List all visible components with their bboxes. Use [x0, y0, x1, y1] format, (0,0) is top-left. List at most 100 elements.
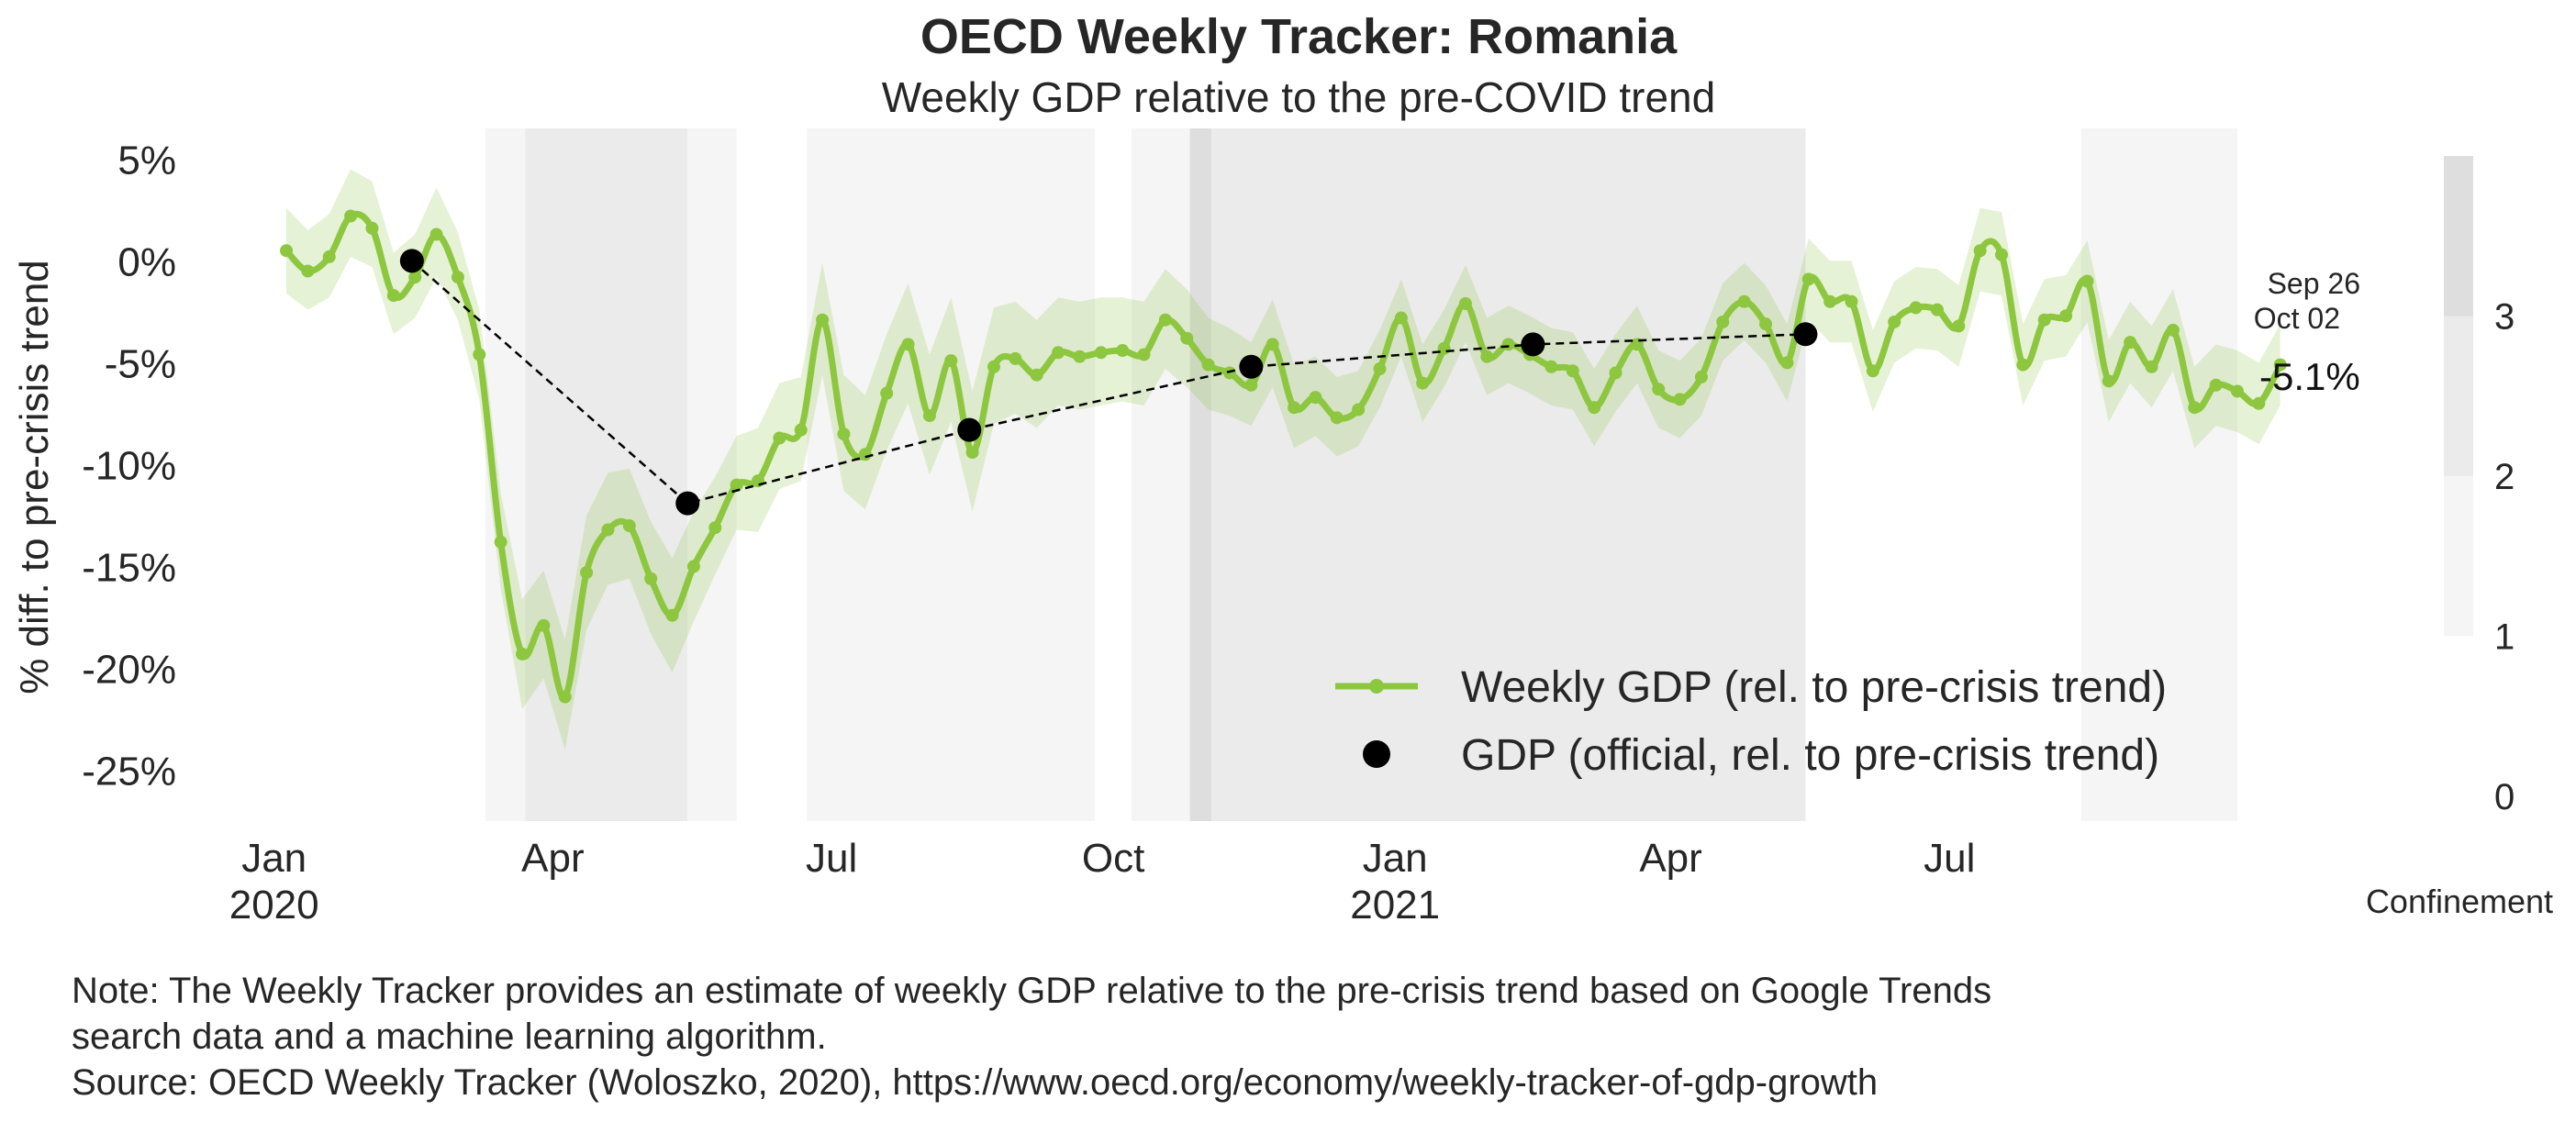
- last-date-bottom: Oct 02: [2254, 302, 2340, 335]
- weekly-gdp-point-35: [1030, 368, 1043, 382]
- x-tick-label-1: Apr: [521, 836, 584, 881]
- weekly-gdp-point-62: [1609, 366, 1623, 380]
- official-gdp-point-3: [1239, 354, 1264, 379]
- confidence-band: [286, 169, 2280, 750]
- weekly-gdp-point-47: [1288, 401, 1301, 415]
- weekly-gdp-point-88: [2166, 323, 2180, 337]
- weekly-gdp-point-38: [1094, 346, 1108, 360]
- weekly-gdp-point-49: [1330, 411, 1344, 425]
- confinement-period-6: [1210, 128, 1806, 821]
- weekly-gdp-point-75: [1888, 315, 1901, 328]
- confinement-colorbar: 0 1 2 3: [2444, 156, 2515, 817]
- weekly-gdp-point-23: [773, 431, 786, 445]
- weekly-gdp-point-65: [1673, 393, 1687, 406]
- x-tick-label-3: Oct: [1082, 836, 1144, 881]
- x-tick-label-5: Apr: [1639, 836, 1701, 881]
- weekly-gdp-point-86: [2124, 336, 2137, 350]
- x-tick-label-6: Jul: [1924, 836, 1975, 881]
- weekly-gdp-point-92: [2252, 396, 2266, 410]
- weekly-gdp-point-6: [408, 271, 422, 284]
- weekly-gdp-point-66: [1694, 370, 1708, 383]
- legend-official-marker: [1363, 740, 1390, 768]
- weekly-gdp-point-52: [1394, 311, 1408, 325]
- legend-weekly-marker: [1369, 679, 1384, 694]
- weekly-gdp-point-16: [622, 519, 636, 533]
- confinement-period-7: [2080, 128, 2237, 821]
- note-line-1: Note: The Weekly Tracker provides an est…: [72, 971, 1992, 1011]
- weekly-gdp-point-39: [1116, 344, 1130, 358]
- official-gdp-point-5: [1793, 322, 1818, 347]
- note-line-2: search data and a machine learning algor…: [72, 1016, 827, 1057]
- weekly-gdp-point-19: [686, 560, 700, 573]
- weekly-gdp-point-74: [1866, 364, 1879, 378]
- weekly-gdp-point-30: [922, 409, 936, 423]
- weekly-gdp-point-80: [1995, 248, 2009, 261]
- weekly-gdp-point-4: [365, 221, 379, 235]
- official-gdp-point-4: [1521, 332, 1545, 357]
- weekly-gdp-point-78: [1952, 319, 1966, 333]
- official-gdp-point-0: [399, 249, 424, 273]
- last-date-top: Sep 26: [2268, 267, 2360, 300]
- y-tick-label-2: -5%: [105, 341, 176, 386]
- weekly-gdp-point-29: [901, 338, 915, 351]
- weekly-gdp-point-89: [2188, 401, 2202, 415]
- weekly-gdp-point-3: [344, 209, 358, 223]
- y-tick-label-5: -20%: [82, 647, 176, 692]
- weekly-gdp-point-1: [301, 264, 315, 278]
- weekly-gdp-point-44: [1222, 366, 1236, 380]
- confinement-period-1: [525, 128, 688, 821]
- weekly-gdp-series: [280, 209, 2287, 704]
- confinement-period-5: [1189, 128, 1211, 821]
- weekly-gdp-point-81: [2016, 358, 2030, 372]
- weekly-gdp-point-24: [794, 423, 808, 437]
- legend: Weekly GDP (rel. to pre-crisis trend) GD…: [1335, 663, 2167, 780]
- weekly-gdp-point-85: [2102, 374, 2115, 388]
- weekly-gdp-point-71: [1801, 272, 1815, 286]
- weekly-gdp-point-84: [2080, 274, 2094, 288]
- official-gdp-connector: [411, 260, 1806, 505]
- weekly-gdp-point-77: [1930, 303, 1944, 317]
- weekly-gdp-point-72: [1823, 294, 1837, 308]
- y-tick-label-1: 0%: [117, 239, 176, 284]
- weekly-gdp-point-13: [558, 690, 572, 704]
- weekly-gdp-point-14: [580, 566, 594, 580]
- last-value-label: -5.1%: [2259, 355, 2360, 398]
- y-tick-label-0: 5%: [117, 138, 176, 183]
- weekly-gdp-point-7: [429, 228, 443, 241]
- weekly-gdp-point-5: [386, 289, 400, 303]
- colorbar-level-2: [2444, 316, 2473, 476]
- weekly-gdp-point-46: [1266, 338, 1279, 351]
- weekly-gdp-point-87: [2145, 360, 2158, 373]
- weekly-gdp-point-10: [494, 535, 507, 549]
- weekly-gdp-point-32: [965, 446, 979, 460]
- confinement-period-3: [807, 128, 1096, 821]
- weekly-gdp-point-93: [2273, 358, 2287, 372]
- legend-weekly-label: Weekly GDP (rel. to pre-crisis trend): [1461, 663, 2167, 712]
- weekly-gdp-point-76: [1909, 301, 1923, 315]
- legend-official-label: GDP (official, rel. to pre-crisis trend): [1461, 731, 2159, 780]
- weekly-gdp-point-50: [1352, 403, 1366, 417]
- confinement-period-2: [687, 128, 737, 821]
- weekly-gdp-point-53: [1416, 376, 1430, 390]
- colorbar-tick-1: 1: [2494, 617, 2515, 658]
- weekly-gdp-point-82: [2037, 313, 2051, 327]
- colorbar-label: Confinement: [2366, 883, 2553, 920]
- weekly-gdp-point-56: [1480, 350, 1494, 363]
- weekly-gdp-point-15: [601, 523, 615, 537]
- y-axis-ticks: 5% 0% -5% -10% -15% -20% -25%: [82, 138, 176, 794]
- colorbar-level-3: [2444, 156, 2473, 317]
- weekly-gdp-point-51: [1373, 362, 1387, 376]
- weekly-gdp-point-22: [751, 474, 764, 488]
- weekly-gdp-point-11: [516, 647, 530, 661]
- weekly-gdp-point-41: [1158, 313, 1172, 327]
- weekly-gdp-point-59: [1544, 360, 1558, 373]
- chart-subtitle: Weekly GDP relative to the pre-COVID tre…: [882, 73, 1715, 121]
- weekly-gdp-point-60: [1566, 364, 1579, 378]
- chart-note: Note: The Weekly Tracker provides an est…: [72, 968, 1991, 1105]
- colorbar-level-0: [2444, 636, 2473, 796]
- x-tick-label-2: Jul: [806, 836, 857, 881]
- weekly-gdp-point-83: [2059, 309, 2073, 323]
- weekly-gdp-point-9: [473, 348, 486, 361]
- chart-title: OECD Weekly Tracker: Romania: [920, 9, 1678, 64]
